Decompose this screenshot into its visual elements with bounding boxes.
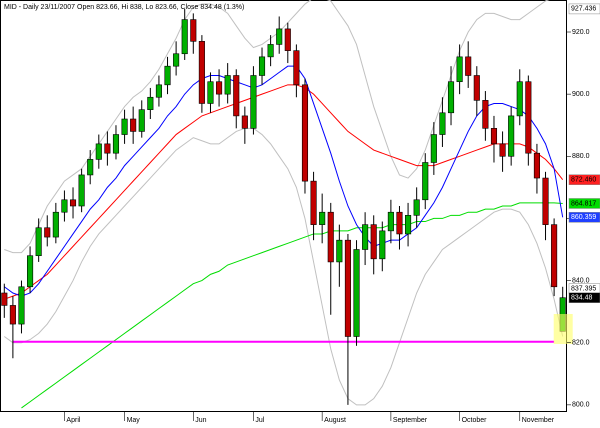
candle-body bbox=[112, 134, 120, 154]
price-tag bbox=[568, 292, 600, 303]
y-tick-label: 920.0 bbox=[572, 29, 590, 36]
candle-body bbox=[370, 224, 377, 260]
candle-body bbox=[207, 81, 214, 104]
candle-body bbox=[87, 159, 94, 176]
candle-body bbox=[353, 249, 360, 337]
candle-body bbox=[276, 28, 283, 45]
candle-body bbox=[250, 75, 257, 129]
candle-body bbox=[241, 115, 248, 129]
chart-title: MID - Daily 23/11/2007 Open 823.66, Hi 8… bbox=[4, 4, 244, 11]
candle-body bbox=[155, 84, 162, 98]
candle-body bbox=[405, 215, 412, 235]
highlight-box bbox=[553, 314, 573, 344]
candle-body bbox=[430, 134, 437, 163]
plot-frame bbox=[0, 0, 567, 412]
candle-body bbox=[396, 211, 403, 235]
candle-body bbox=[198, 41, 205, 104]
candle-body bbox=[413, 199, 420, 216]
x-tick-label: November bbox=[522, 417, 555, 424]
candle-body bbox=[447, 81, 455, 114]
x-tick-label: October bbox=[462, 417, 488, 424]
candle-body bbox=[147, 96, 154, 110]
candle-body bbox=[310, 180, 317, 225]
candle-body bbox=[35, 227, 42, 257]
price-tag-label: 834.48 bbox=[571, 295, 593, 302]
candle-body bbox=[516, 81, 523, 117]
candle-body bbox=[473, 75, 480, 101]
price-tag bbox=[568, 3, 600, 15]
candle-body bbox=[465, 56, 472, 76]
x-tick-label: April bbox=[66, 417, 80, 424]
candle-body bbox=[301, 84, 309, 182]
indicator-line bbox=[4, 84, 564, 300]
candle-body bbox=[379, 230, 386, 260]
candle-body bbox=[190, 19, 197, 42]
candle-body bbox=[319, 211, 326, 225]
x-tick-label: September bbox=[393, 417, 428, 424]
price-tag-label: 864.817 bbox=[571, 200, 596, 207]
candle-body bbox=[52, 211, 59, 238]
candle-body bbox=[336, 239, 343, 263]
candle-body bbox=[508, 115, 515, 157]
candle-body bbox=[9, 305, 16, 325]
x-tick-label: May bbox=[127, 417, 141, 424]
candle-body bbox=[542, 177, 549, 225]
candle-body bbox=[78, 174, 85, 207]
price-tag-label: 927.436 bbox=[571, 6, 596, 13]
price-tag-label: 837.395 bbox=[571, 286, 596, 293]
candle-body bbox=[95, 143, 102, 160]
price-tag-label: 872.460 bbox=[571, 177, 596, 184]
indicator-line bbox=[4, 127, 564, 406]
indicator-line bbox=[4, 65, 564, 297]
candle-body bbox=[258, 56, 266, 76]
candle-body bbox=[224, 75, 231, 95]
candle-body bbox=[525, 81, 532, 154]
candle-body bbox=[327, 211, 334, 263]
y-tick-label: 840.0 bbox=[572, 277, 590, 284]
price-tag-label: 860.359 bbox=[571, 214, 596, 221]
candle-body bbox=[499, 143, 506, 157]
y-tick-label: 900.0 bbox=[572, 91, 590, 98]
candle-body bbox=[121, 118, 128, 135]
x-tick-label: August bbox=[324, 417, 346, 424]
candle-body bbox=[456, 56, 463, 83]
candle-body bbox=[138, 109, 145, 132]
candle-body bbox=[439, 112, 446, 135]
candle-body bbox=[18, 286, 25, 325]
candle-body bbox=[362, 224, 369, 250]
candle-body bbox=[387, 211, 394, 232]
candle-body bbox=[233, 75, 240, 117]
y-tick-label: 800.0 bbox=[572, 402, 590, 409]
y-tick-label: 880.0 bbox=[572, 153, 590, 160]
candle-body bbox=[482, 100, 489, 129]
candle-body bbox=[164, 65, 171, 86]
candle-body bbox=[61, 199, 68, 213]
candle-body bbox=[1, 292, 8, 306]
x-tick-label: Jun bbox=[195, 417, 206, 424]
candle-body bbox=[104, 143, 111, 154]
candle-body bbox=[173, 53, 180, 67]
candle-body bbox=[181, 19, 188, 55]
candle-body bbox=[130, 118, 137, 132]
candle-body bbox=[293, 50, 300, 86]
candle-body bbox=[344, 239, 351, 337]
candle-body bbox=[533, 152, 540, 179]
candle-body bbox=[551, 224, 558, 288]
x-tick-label: Jul bbox=[255, 417, 264, 424]
price-tag bbox=[568, 212, 600, 223]
candle-body bbox=[27, 255, 34, 288]
plot-area bbox=[1, 0, 566, 409]
candle-body bbox=[216, 81, 223, 95]
candle-body bbox=[490, 128, 498, 145]
price-tag bbox=[568, 198, 600, 209]
candle-body bbox=[69, 199, 77, 207]
candle-body bbox=[44, 227, 51, 238]
y-tick-label: 820.0 bbox=[572, 340, 590, 347]
candle-body bbox=[267, 44, 274, 58]
price-tag bbox=[568, 174, 600, 185]
candle-body bbox=[422, 162, 429, 201]
candle-body bbox=[284, 28, 291, 51]
